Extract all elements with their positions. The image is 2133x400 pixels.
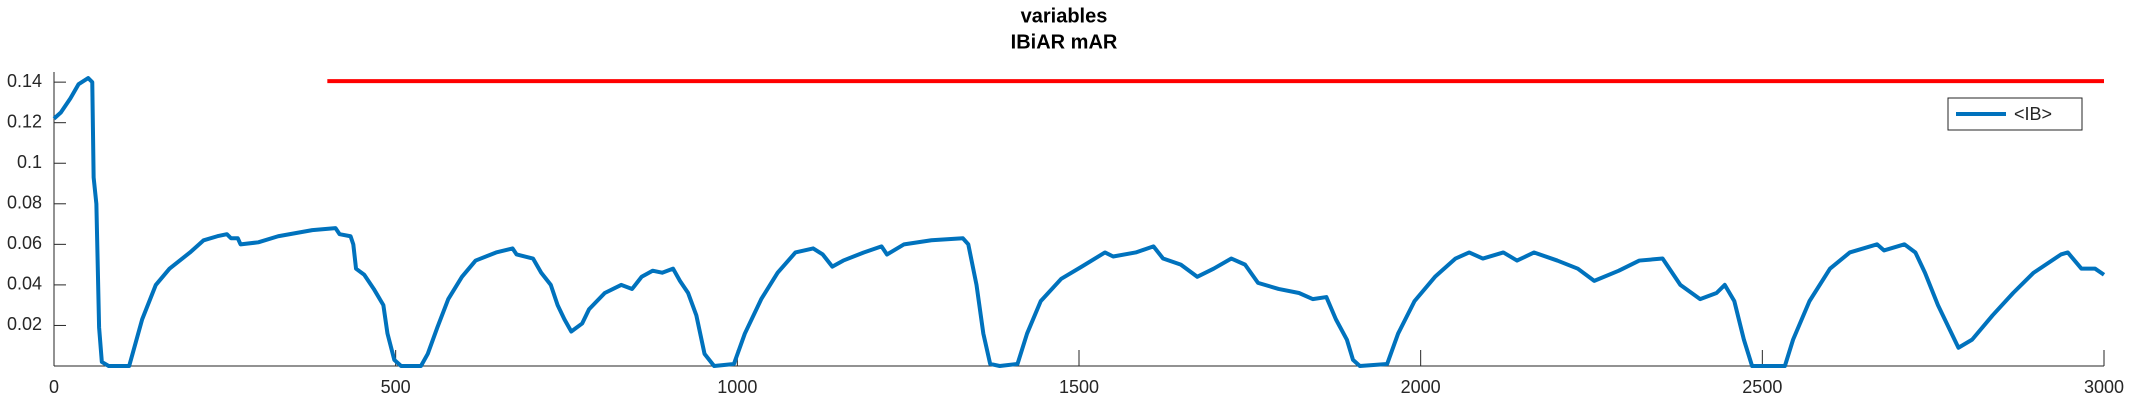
x-tick-label: 2500 — [1742, 377, 1782, 397]
legend-label: <IB> — [2014, 104, 2052, 124]
y-tick-label: 0.08 — [7, 193, 42, 213]
y-tick-label: 0.06 — [7, 233, 42, 253]
chart-subtitle: IBiAR mAR — [1011, 31, 1118, 53]
series-line — [52, 76, 2106, 368]
y-tick-label: 0.12 — [7, 111, 42, 131]
y-tick-label: 0.1 — [17, 152, 42, 172]
x-tick-label: 3000 — [2084, 377, 2124, 397]
y-tick-label: 0.04 — [7, 274, 42, 294]
x-tick-label: 0 — [49, 377, 59, 397]
y-tick-label: 0.14 — [7, 71, 42, 91]
x-tick-label: 500 — [381, 377, 411, 397]
x-tick-label: 1000 — [717, 377, 757, 397]
y-tick-label: 0.02 — [7, 314, 42, 334]
chart-title: variables — [1021, 5, 1108, 27]
x-tick-label: 1500 — [1059, 377, 1099, 397]
x-tick-label: 2000 — [1401, 377, 1441, 397]
